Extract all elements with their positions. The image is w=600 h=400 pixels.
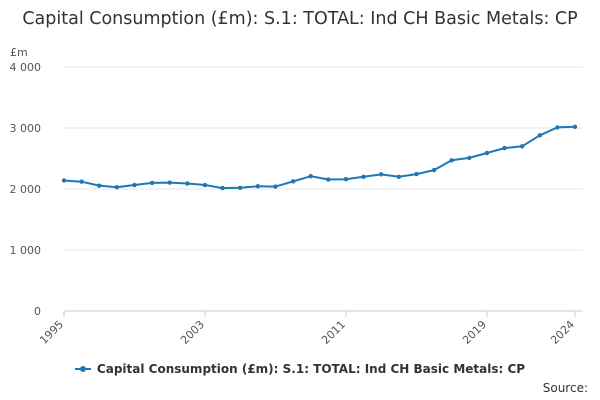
data-point[interactable] [537,133,542,138]
data-point[interactable] [396,174,401,179]
x-tick-label: 2003 [178,318,207,347]
legend-label: Capital Consumption (£m): S.1: TOTAL: In… [96,362,526,376]
y-axis-label: £m [10,46,28,59]
data-point[interactable] [343,177,349,182]
data-point[interactable] [467,155,472,161]
data-point[interactable] [378,172,384,177]
grid-lines [64,66,583,312]
data-point[interactable] [414,171,419,177]
legend[interactable]: Capital Consumption (£m): S.1: TOTAL: In… [0,362,600,376]
x-tick-label: 1995 [37,318,66,347]
data-point[interactable] [149,180,155,186]
data-point[interactable] [555,125,560,130]
data-point[interactable] [167,180,172,185]
x-tick-label: 2024 [548,318,577,347]
data-point[interactable] [202,182,208,188]
legend-swatch [74,366,91,372]
data-point[interactable] [431,167,437,173]
series-line [63,125,576,190]
y-tick-label: 1 000 [10,244,42,257]
data-point[interactable] [255,184,261,189]
data-point[interactable] [79,179,84,184]
data-point[interactable] [132,182,137,188]
data-point[interactable] [114,184,120,190]
x-tick-label: 2011 [319,318,348,347]
source-label: Source: [542,381,588,395]
data-series [61,124,578,191]
data-point[interactable] [484,150,490,156]
data-point[interactable] [361,174,366,179]
data-point[interactable] [449,158,454,163]
data-point[interactable] [97,183,102,188]
data-point[interactable] [185,181,190,186]
data-point[interactable] [61,178,67,183]
y-tick-label: 3 000 [10,122,42,135]
x-axis: 1995 2003 2011 2019 2024 [37,310,583,347]
data-point[interactable] [502,145,507,151]
data-point[interactable] [220,185,225,191]
y-tick-label: 2 000 [10,183,42,196]
chart-title: Capital Consumption (£m): S.1: TOTAL: In… [22,9,578,29]
data-point[interactable] [238,185,243,190]
x-tick-label: 2019 [460,318,489,347]
data-point[interactable] [308,173,313,179]
y-tick-label: 0 [34,305,41,318]
y-tick-label: 4 000 [10,61,42,74]
data-point[interactable] [273,184,278,189]
data-point[interactable] [290,179,296,184]
data-point[interactable] [519,144,525,149]
y-axis: 0 1 000 2 000 3 000 4 000 [10,61,42,318]
data-point[interactable] [572,124,578,129]
data-point[interactable] [326,177,331,182]
